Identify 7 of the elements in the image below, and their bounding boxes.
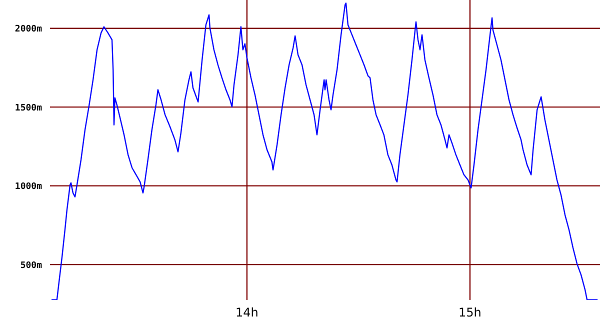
y-tick-label: 2000m bbox=[14, 24, 43, 35]
line-series bbox=[51, 2, 598, 300]
y-tick-label: 1500m bbox=[14, 103, 43, 114]
x-tick-label: 14h bbox=[236, 306, 258, 320]
y-tick-label: 1000m bbox=[14, 182, 43, 192]
x-tick-label: 15h bbox=[458, 306, 482, 320]
y-tick-label: 500m bbox=[20, 260, 43, 271]
